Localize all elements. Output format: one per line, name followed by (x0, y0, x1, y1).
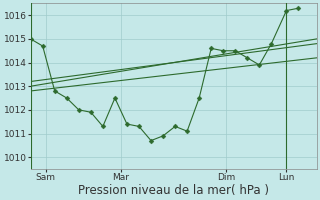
X-axis label: Pression niveau de la mer( hPa ): Pression niveau de la mer( hPa ) (78, 184, 269, 197)
